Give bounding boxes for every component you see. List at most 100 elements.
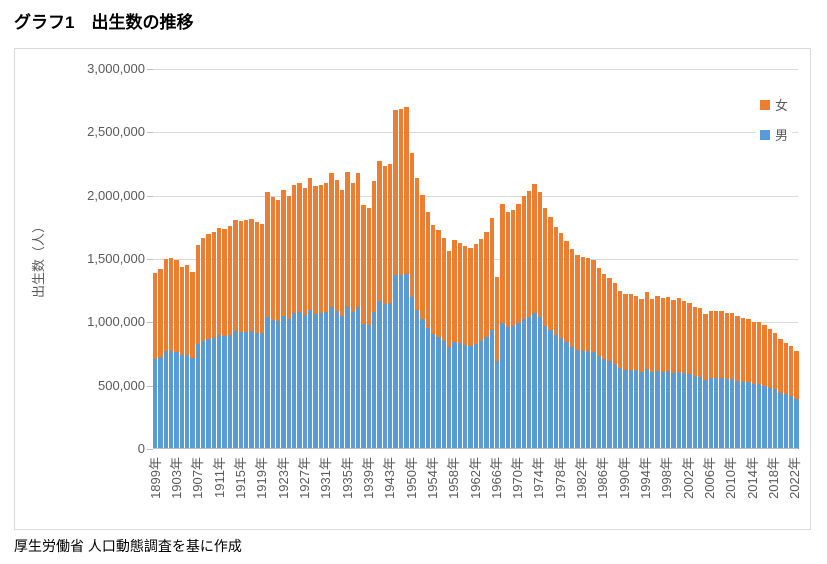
female-segment[interactable] [660,298,665,372]
male-segment[interactable] [340,316,345,449]
male-segment[interactable] [329,307,334,449]
female-segment[interactable] [430,224,436,334]
male-segment[interactable] [788,396,794,449]
male-segment[interactable] [281,316,286,449]
male-segment[interactable] [633,370,639,449]
male-segment[interactable] [468,345,473,449]
female-segment[interactable] [478,238,484,342]
male-segment[interactable] [767,387,772,449]
female-segment[interactable] [185,264,190,355]
female-segment[interactable] [190,272,195,359]
female-segment[interactable] [404,107,409,274]
male-segment[interactable] [206,338,211,449]
female-segment[interactable] [778,339,783,393]
male-segment[interactable] [425,327,430,449]
male-segment[interactable] [564,342,569,449]
male-segment[interactable] [388,302,393,449]
male-segment[interactable] [233,331,238,449]
male-segment[interactable] [527,316,532,449]
female-segment[interactable] [281,190,286,317]
female-segment[interactable] [361,204,366,324]
male-segment[interactable] [265,317,270,449]
female-segment[interactable] [409,152,414,298]
male-segment[interactable] [575,349,580,449]
female-segment[interactable] [564,240,569,343]
female-segment[interactable] [682,300,687,373]
legend-item-female[interactable]: 女 [759,95,788,114]
male-segment[interactable] [478,341,484,449]
male-segment[interactable] [211,337,217,449]
female-segment[interactable] [687,302,692,375]
female-segment[interactable] [511,209,516,327]
female-segment[interactable] [238,221,243,333]
male-segment[interactable] [778,392,783,449]
female-segment[interactable] [286,195,291,320]
female-segment[interactable] [457,243,462,344]
male-segment[interactable] [762,385,767,449]
female-segment[interactable] [163,258,169,352]
male-segment[interactable] [318,313,323,449]
female-segment[interactable] [639,298,644,372]
male-segment[interactable] [275,321,281,449]
female-segment[interactable] [382,166,388,304]
female-segment[interactable] [324,182,329,313]
female-segment[interactable] [596,267,601,356]
male-segment[interactable] [708,377,714,449]
female-segment[interactable] [553,226,559,335]
female-segment[interactable] [698,308,703,377]
female-segment[interactable] [740,317,746,382]
female-segment[interactable] [291,184,297,314]
male-segment[interactable] [484,337,489,449]
female-segment[interactable] [628,294,633,370]
female-segment[interactable] [735,315,740,381]
male-segment[interactable] [457,343,462,449]
female-segment[interactable] [473,243,478,344]
male-segment[interactable] [436,336,441,449]
female-segment[interactable] [495,276,500,361]
female-segment[interactable] [714,310,719,379]
female-segment[interactable] [158,269,163,357]
female-segment[interactable] [633,295,639,371]
male-segment[interactable] [628,369,633,449]
male-segment[interactable] [430,334,436,449]
male-segment[interactable] [591,352,596,449]
male-segment[interactable] [377,301,382,449]
female-segment[interactable] [500,203,505,324]
male-segment[interactable] [243,331,249,449]
female-segment[interactable] [649,298,655,372]
female-segment[interactable] [580,257,585,351]
male-segment[interactable] [356,307,361,449]
female-segment[interactable] [489,217,494,331]
female-segment[interactable] [179,266,185,356]
male-segment[interactable] [601,359,607,449]
female-segment[interactable] [548,216,553,330]
male-segment[interactable] [532,313,537,449]
male-segment[interactable] [569,346,575,449]
female-segment[interactable] [794,351,799,399]
female-segment[interactable] [623,294,628,370]
male-segment[interactable] [473,343,478,449]
female-segment[interactable] [783,342,788,395]
legend-item-male[interactable]: 男 [759,125,788,144]
male-segment[interactable] [291,313,297,449]
male-segment[interactable] [724,379,730,449]
male-segment[interactable] [286,319,291,449]
female-segment[interactable] [297,182,302,313]
female-segment[interactable] [206,234,211,339]
female-segment[interactable] [671,299,676,373]
female-segment[interactable] [751,321,756,384]
male-segment[interactable] [666,370,671,449]
female-segment[interactable] [329,172,334,308]
male-segment[interactable] [730,379,735,449]
female-segment[interactable] [201,238,206,341]
female-segment[interactable] [372,181,377,312]
female-segment[interactable] [692,306,698,376]
female-segment[interactable] [243,220,249,332]
male-segment[interactable] [692,375,698,449]
female-segment[interactable] [484,231,489,338]
male-segment[interactable] [617,367,623,449]
female-segment[interactable] [356,172,361,308]
female-segment[interactable] [607,278,612,362]
female-segment[interactable] [211,232,217,338]
male-segment[interactable] [655,370,660,449]
